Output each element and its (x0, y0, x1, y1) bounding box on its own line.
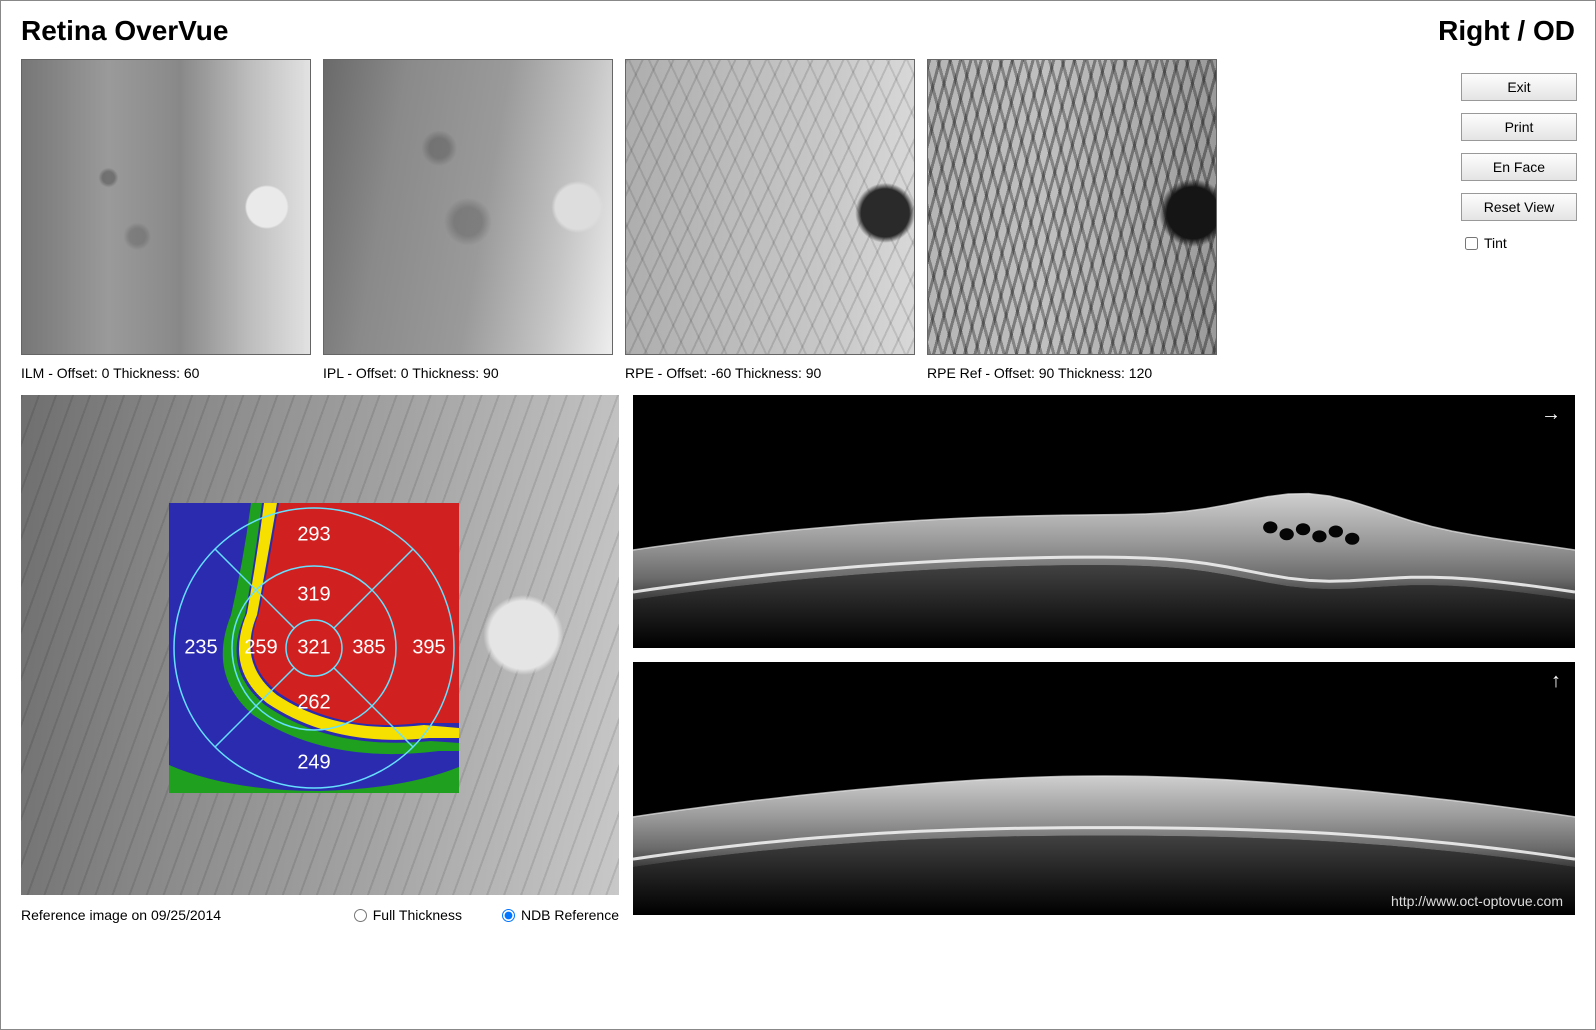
page-title: Retina OverVue (21, 15, 228, 47)
ndb-reference-radio[interactable]: NDB Reference (502, 907, 619, 923)
svg-text:321: 321 (297, 636, 330, 658)
svg-text:319: 319 (297, 583, 330, 605)
arrow-up-icon: ↑ (1551, 670, 1561, 693)
svg-text:249: 249 (297, 751, 330, 773)
eye-label: Right / OD (1438, 15, 1575, 47)
reset-view-button[interactable]: Reset View (1461, 193, 1577, 221)
svg-text:235: 235 (184, 636, 217, 658)
enface-image-2[interactable] (625, 59, 915, 355)
enface-caption: RPE Ref - Offset: 90 Thickness: 120 (927, 355, 1217, 381)
tint-label: Tint (1484, 235, 1507, 251)
tint-checkbox-row[interactable]: Tint (1461, 235, 1577, 251)
bscan-image-0[interactable]: → (633, 395, 1575, 648)
svg-text:259: 259 (244, 636, 277, 658)
enface-thumbnail-row: ILM - Offset: 0 Thickness: 60 IPL - Offse… (1, 55, 1595, 381)
enface-caption: IPL - Offset: 0 Thickness: 90 (323, 355, 613, 381)
print-button[interactable]: Print (1461, 113, 1577, 141)
enface-thumbnail: RPE - Offset: -60 Thickness: 90 (625, 59, 915, 381)
enface-thumbnail: RPE Ref - Offset: 90 Thickness: 120 (927, 59, 1217, 381)
arrow-right-icon: → (1541, 403, 1561, 426)
en-face-button[interactable]: En Face (1461, 153, 1577, 181)
reference-panel: 321 319 385 262 259 293 395 249 235 Refe… (21, 395, 619, 923)
full-thickness-radio[interactable]: Full Thickness (354, 907, 462, 923)
etdrs-overlay: 321 319 385 262 259 293 395 249 235 (169, 503, 459, 793)
tint-checkbox[interactable] (1465, 237, 1478, 250)
enface-image-1[interactable] (323, 59, 613, 355)
reference-caption: Reference image on 09/25/2014 (21, 907, 354, 923)
svg-text:385: 385 (352, 636, 385, 658)
thickness-mode-radio-group: Full Thickness NDB Reference (354, 907, 619, 923)
reference-image[interactable]: 321 319 385 262 259 293 395 249 235 (21, 395, 619, 895)
enface-thumbnail: IPL - Offset: 0 Thickness: 90 (323, 59, 613, 381)
enface-image-3[interactable] (927, 59, 1217, 355)
bscan-image-1[interactable]: ↑ http://www.oct-optovue.com (633, 662, 1575, 915)
action-toolbar: Exit Print En Face Reset View Tint (1461, 73, 1577, 251)
enface-caption: RPE - Offset: -60 Thickness: 90 (625, 355, 915, 381)
svg-text:262: 262 (297, 691, 330, 713)
enface-image-0[interactable] (21, 59, 311, 355)
bscan-column: → (633, 395, 1575, 923)
exit-button[interactable]: Exit (1461, 73, 1577, 101)
enface-caption: ILM - Offset: 0 Thickness: 60 (21, 355, 311, 381)
watermark: http://www.oct-optovue.com (1391, 893, 1563, 909)
svg-text:293: 293 (297, 523, 330, 545)
svg-text:395: 395 (412, 636, 445, 658)
enface-thumbnail: ILM - Offset: 0 Thickness: 60 (21, 59, 311, 381)
